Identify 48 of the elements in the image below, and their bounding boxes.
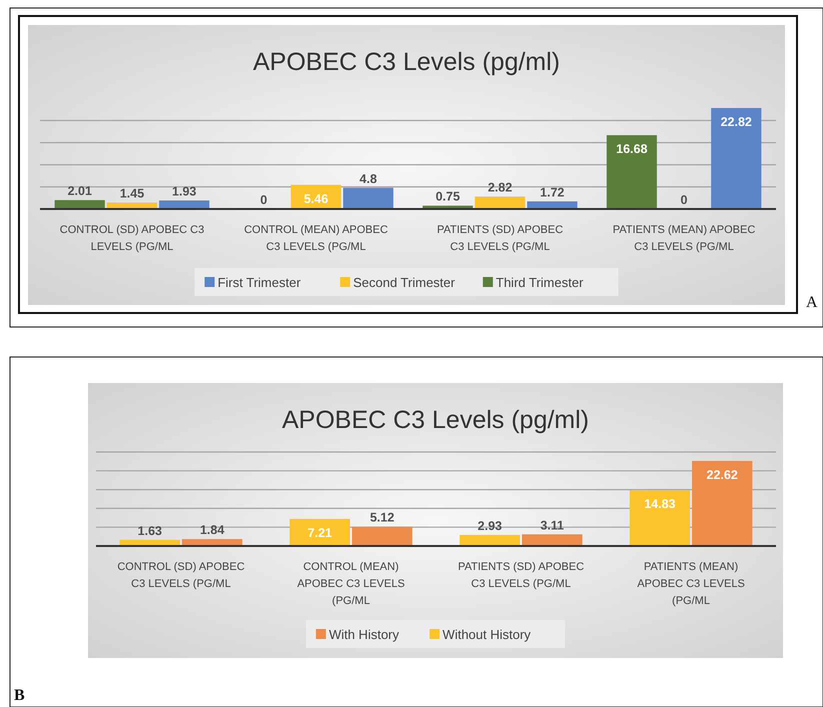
x-tick-label: CONTROL (MEAN) APOBEC C3 LEVELS (PG/ML xyxy=(297,561,405,607)
data-label: 3.11 xyxy=(540,518,564,532)
data-label: 5.46 xyxy=(304,192,328,206)
bar xyxy=(460,534,520,546)
x-tick-label: CONTROL (SD) APOBEC C3 LEVELS (PG/ML xyxy=(60,224,204,253)
data-label: 1.63 xyxy=(138,524,162,538)
x-tick-label: PATIENTS (MEAN) APOBEC C3 LEVELS (PG/ML xyxy=(637,561,745,607)
data-label: 22.82 xyxy=(720,115,752,129)
data-label: 16.68 xyxy=(616,142,648,156)
bar xyxy=(692,460,752,546)
bar xyxy=(522,534,582,546)
data-label: 1.45 xyxy=(120,186,144,201)
bar xyxy=(54,200,105,209)
x-tick-label: CONTROL (MEAN) APOBEC C3 LEVELS (PG/ML xyxy=(244,224,388,253)
x-tick-label: PATIENTS (SD) APOBEC C3 LEVELS (PG/ML xyxy=(436,224,564,253)
x-tick-label: CONTROL (SD) APOBEC C3 LEVELS (PG/ML xyxy=(117,561,245,590)
data-label: 0.75 xyxy=(436,190,460,204)
data-label: 2.01 xyxy=(68,184,92,198)
bar xyxy=(352,526,412,546)
data-label: 2.93 xyxy=(478,518,502,533)
bar xyxy=(606,135,657,209)
bar xyxy=(630,490,690,546)
data-label: 22.62 xyxy=(706,468,738,482)
chart-title: APOBEC C3 Levels (pg/ml) xyxy=(282,406,590,434)
legend-label: Without History xyxy=(442,627,532,642)
legend-label: With History xyxy=(328,627,400,642)
data-label: 1.93 xyxy=(172,184,196,198)
data-label: 1.84 xyxy=(200,523,224,538)
bar xyxy=(343,188,394,209)
bar xyxy=(290,518,350,546)
chart-title: APOBEC C3 Levels (pg/ml) xyxy=(252,48,560,76)
bar xyxy=(474,196,526,209)
text: B xyxy=(14,687,25,704)
bar xyxy=(711,108,762,209)
legend-label: Third Trimester xyxy=(496,275,584,290)
data-label: 1.72 xyxy=(540,185,564,200)
x-tick-label: PATIENTS (MEAN) APOBEC C3 LEVELS (PG/ML xyxy=(612,224,756,253)
legend-label: Second Trimester xyxy=(353,275,456,290)
data-label: 5.12 xyxy=(370,510,394,525)
text: A xyxy=(806,294,818,311)
legend-label: First Trimester xyxy=(218,275,302,290)
data-label: 14.83 xyxy=(644,497,676,512)
data-label: 0 xyxy=(260,193,268,207)
x-tick-label: PATIENTS (SD) APOBEC C3 LEVELS (PG/ML xyxy=(458,561,584,590)
data-label: 2.82 xyxy=(488,180,512,195)
data-label: 4.8 xyxy=(360,172,377,186)
data-label: 7.21 xyxy=(308,526,332,540)
data-label: 0 xyxy=(680,193,688,207)
